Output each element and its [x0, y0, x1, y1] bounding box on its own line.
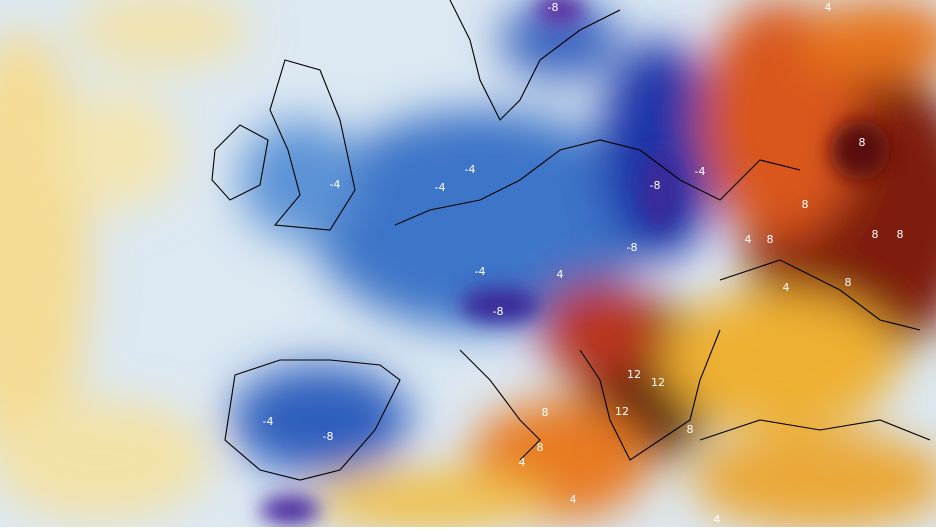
contour-label: 4 — [519, 456, 526, 469]
contour-label: 12 — [615, 405, 629, 418]
contour-label: 4 — [714, 513, 721, 526]
contour-label: 12 — [651, 376, 665, 389]
contour-label: -8 — [323, 430, 334, 443]
contour-label: -8 — [548, 1, 559, 14]
contour-label: 12 — [627, 368, 641, 381]
contour-label: -4 — [263, 415, 274, 428]
coastlines — [211, 0, 931, 481]
contour-label: -8 — [627, 241, 638, 254]
anomaly-detail — [260, 0, 890, 525]
contour-label: 8 — [872, 228, 879, 241]
contour-label: 4 — [783, 281, 790, 294]
contour-label: 8 — [537, 441, 544, 454]
contour-label: -8 — [493, 305, 504, 318]
contour-label: -4 — [435, 181, 446, 194]
contour-label: -4 — [695, 165, 706, 178]
contour-label: -8 — [650, 179, 661, 192]
contour-label: -4 — [475, 265, 486, 278]
contour-label: 8 — [859, 136, 866, 149]
contour-label: 4 — [570, 493, 577, 506]
contour-label: 8 — [687, 423, 694, 436]
contour-label: 8 — [802, 198, 809, 211]
contour-label: 8 — [767, 233, 774, 246]
contour-label: 4 — [825, 1, 832, 14]
contour-label: 4 — [557, 268, 564, 281]
contour-label: 8 — [897, 228, 904, 241]
contour-label: 4 — [745, 233, 752, 246]
contour-label: 8 — [845, 276, 852, 289]
contour-label: -4 — [330, 178, 341, 191]
contour-label: -4 — [465, 163, 476, 176]
contour-label: 8 — [542, 406, 549, 419]
